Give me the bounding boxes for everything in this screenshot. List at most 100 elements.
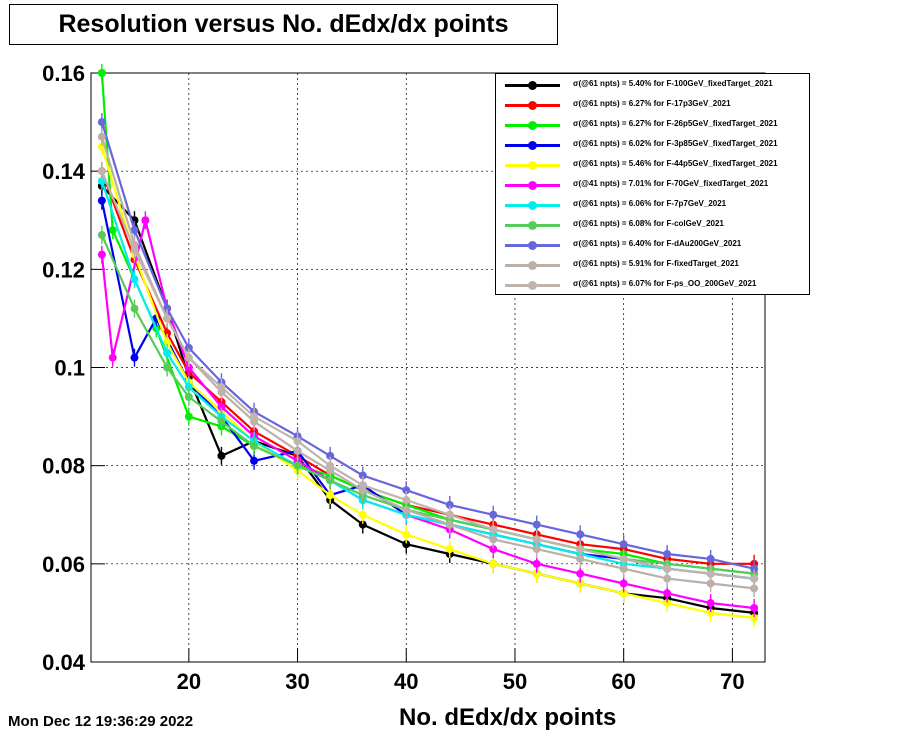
data-point <box>358 520 367 529</box>
data-point <box>750 584 759 593</box>
chart-title: Resolution versus No. dEdx/dx points <box>9 4 558 45</box>
legend-entry: σ(@61 npts) = 5.40% for F-100GeV_fixedTa… <box>496 75 809 95</box>
data-point <box>141 216 150 225</box>
y-tick-label: 0.12 <box>42 257 85 282</box>
data-point <box>97 167 106 176</box>
legend-marker <box>528 221 537 230</box>
data-point <box>532 535 541 544</box>
legend-label: σ(@61 npts) = 5.46% for F-44p5GeV_fixedT… <box>573 159 778 168</box>
legend-marker <box>528 81 537 90</box>
data-point <box>445 520 454 529</box>
data-point <box>663 599 672 608</box>
data-point <box>130 353 139 362</box>
legend-marker <box>528 201 537 210</box>
legend: σ(@61 npts) = 5.40% for F-100GeV_fixedTa… <box>495 73 810 295</box>
data-point <box>445 545 454 554</box>
data-point <box>130 304 139 313</box>
data-point <box>532 559 541 568</box>
legend-entry: σ(@61 npts) = 6.08% for F-colGeV_2021 <box>496 215 809 235</box>
data-point <box>750 564 759 573</box>
data-point <box>532 520 541 529</box>
y-tick-label: 0.16 <box>42 61 85 86</box>
data-point <box>108 226 117 235</box>
data-point <box>706 608 715 617</box>
data-point <box>532 545 541 554</box>
data-point <box>184 392 193 401</box>
legend-label: σ(@61 npts) = 6.27% for F-17p3GeV_2021 <box>573 99 731 108</box>
data-point <box>250 442 259 451</box>
data-point <box>706 599 715 608</box>
data-point <box>97 118 106 127</box>
data-point <box>706 579 715 588</box>
legend-marker <box>528 241 537 250</box>
x-axis-label: No. dEdx/dx points <box>399 704 617 731</box>
data-point <box>706 569 715 578</box>
legend-label: σ(@61 npts) = 6.02% for F-3p85GeV_fixedT… <box>573 139 778 148</box>
data-point <box>445 510 454 519</box>
data-point <box>358 510 367 519</box>
data-point <box>750 574 759 583</box>
data-point <box>489 510 498 519</box>
data-point <box>97 196 106 205</box>
data-point <box>97 132 106 141</box>
x-tick-label: 60 <box>611 669 635 694</box>
data-point <box>130 226 139 235</box>
legend-entry: σ(@61 npts) = 6.02% for F-3p85GeV_fixedT… <box>496 135 809 155</box>
y-tick-label: 0.08 <box>42 454 85 479</box>
data-point <box>184 412 193 421</box>
data-point <box>293 437 302 446</box>
data-point <box>293 446 302 455</box>
data-point <box>489 525 498 534</box>
data-point <box>619 554 628 563</box>
data-point <box>163 363 172 372</box>
data-point <box>184 383 193 392</box>
datestamp: Mon Dec 12 19:36:29 2022 <box>8 713 194 730</box>
legend-marker <box>528 121 537 130</box>
x-tick-label: 20 <box>177 669 201 694</box>
data-point <box>293 461 302 470</box>
data-point <box>217 402 226 411</box>
data-point <box>576 545 585 554</box>
data-point <box>184 343 193 352</box>
data-point <box>489 559 498 568</box>
data-point <box>184 353 193 362</box>
data-point <box>750 604 759 613</box>
data-point <box>619 579 628 588</box>
legend-label: σ(@61 npts) = 5.91% for F-fixedTarget_20… <box>573 259 739 268</box>
data-point <box>163 348 172 357</box>
data-point <box>326 451 335 460</box>
data-point <box>532 569 541 578</box>
series-line <box>100 121 755 570</box>
y-tick-label: 0.06 <box>42 552 85 577</box>
data-point <box>619 540 628 549</box>
legend-marker <box>528 161 537 170</box>
legend-marker <box>528 101 537 110</box>
data-point <box>706 554 715 563</box>
data-point <box>97 176 106 185</box>
data-point <box>326 461 335 470</box>
x-tick-label: 40 <box>394 669 418 694</box>
data-point <box>184 363 193 372</box>
data-point <box>97 250 106 259</box>
data-point <box>750 613 759 622</box>
data-point <box>97 69 106 77</box>
legend-entry: σ(@61 npts) = 6.27% for F-26p5GeV_fixedT… <box>496 115 809 135</box>
legend-entry: σ(@41 npts) = 7.01% for F-70GeV_fixedTar… <box>496 175 809 195</box>
series-line <box>100 180 755 580</box>
data-point <box>576 554 585 563</box>
data-point <box>663 564 672 573</box>
data-point <box>402 530 411 539</box>
data-point <box>358 481 367 490</box>
legend-label: σ(@61 npts) = 6.40% for F-dAu200GeV_2021 <box>573 239 742 248</box>
data-point <box>163 338 172 347</box>
data-point <box>663 589 672 598</box>
legend-label: σ(@61 npts) = 6.07% for F-ps_OO_200GeV_2… <box>573 279 757 288</box>
data-point <box>250 456 259 465</box>
x-tick-label: 70 <box>720 669 744 694</box>
legend-label: σ(@61 npts) = 6.08% for F-colGeV_2021 <box>573 219 724 228</box>
series-line <box>100 146 755 619</box>
data-point <box>97 230 106 239</box>
legend-label: σ(@61 npts) = 5.40% for F-100GeV_fixedTa… <box>573 79 773 88</box>
data-point <box>402 486 411 495</box>
legend-label: σ(@61 npts) = 6.27% for F-26p5GeV_fixedT… <box>573 119 778 128</box>
